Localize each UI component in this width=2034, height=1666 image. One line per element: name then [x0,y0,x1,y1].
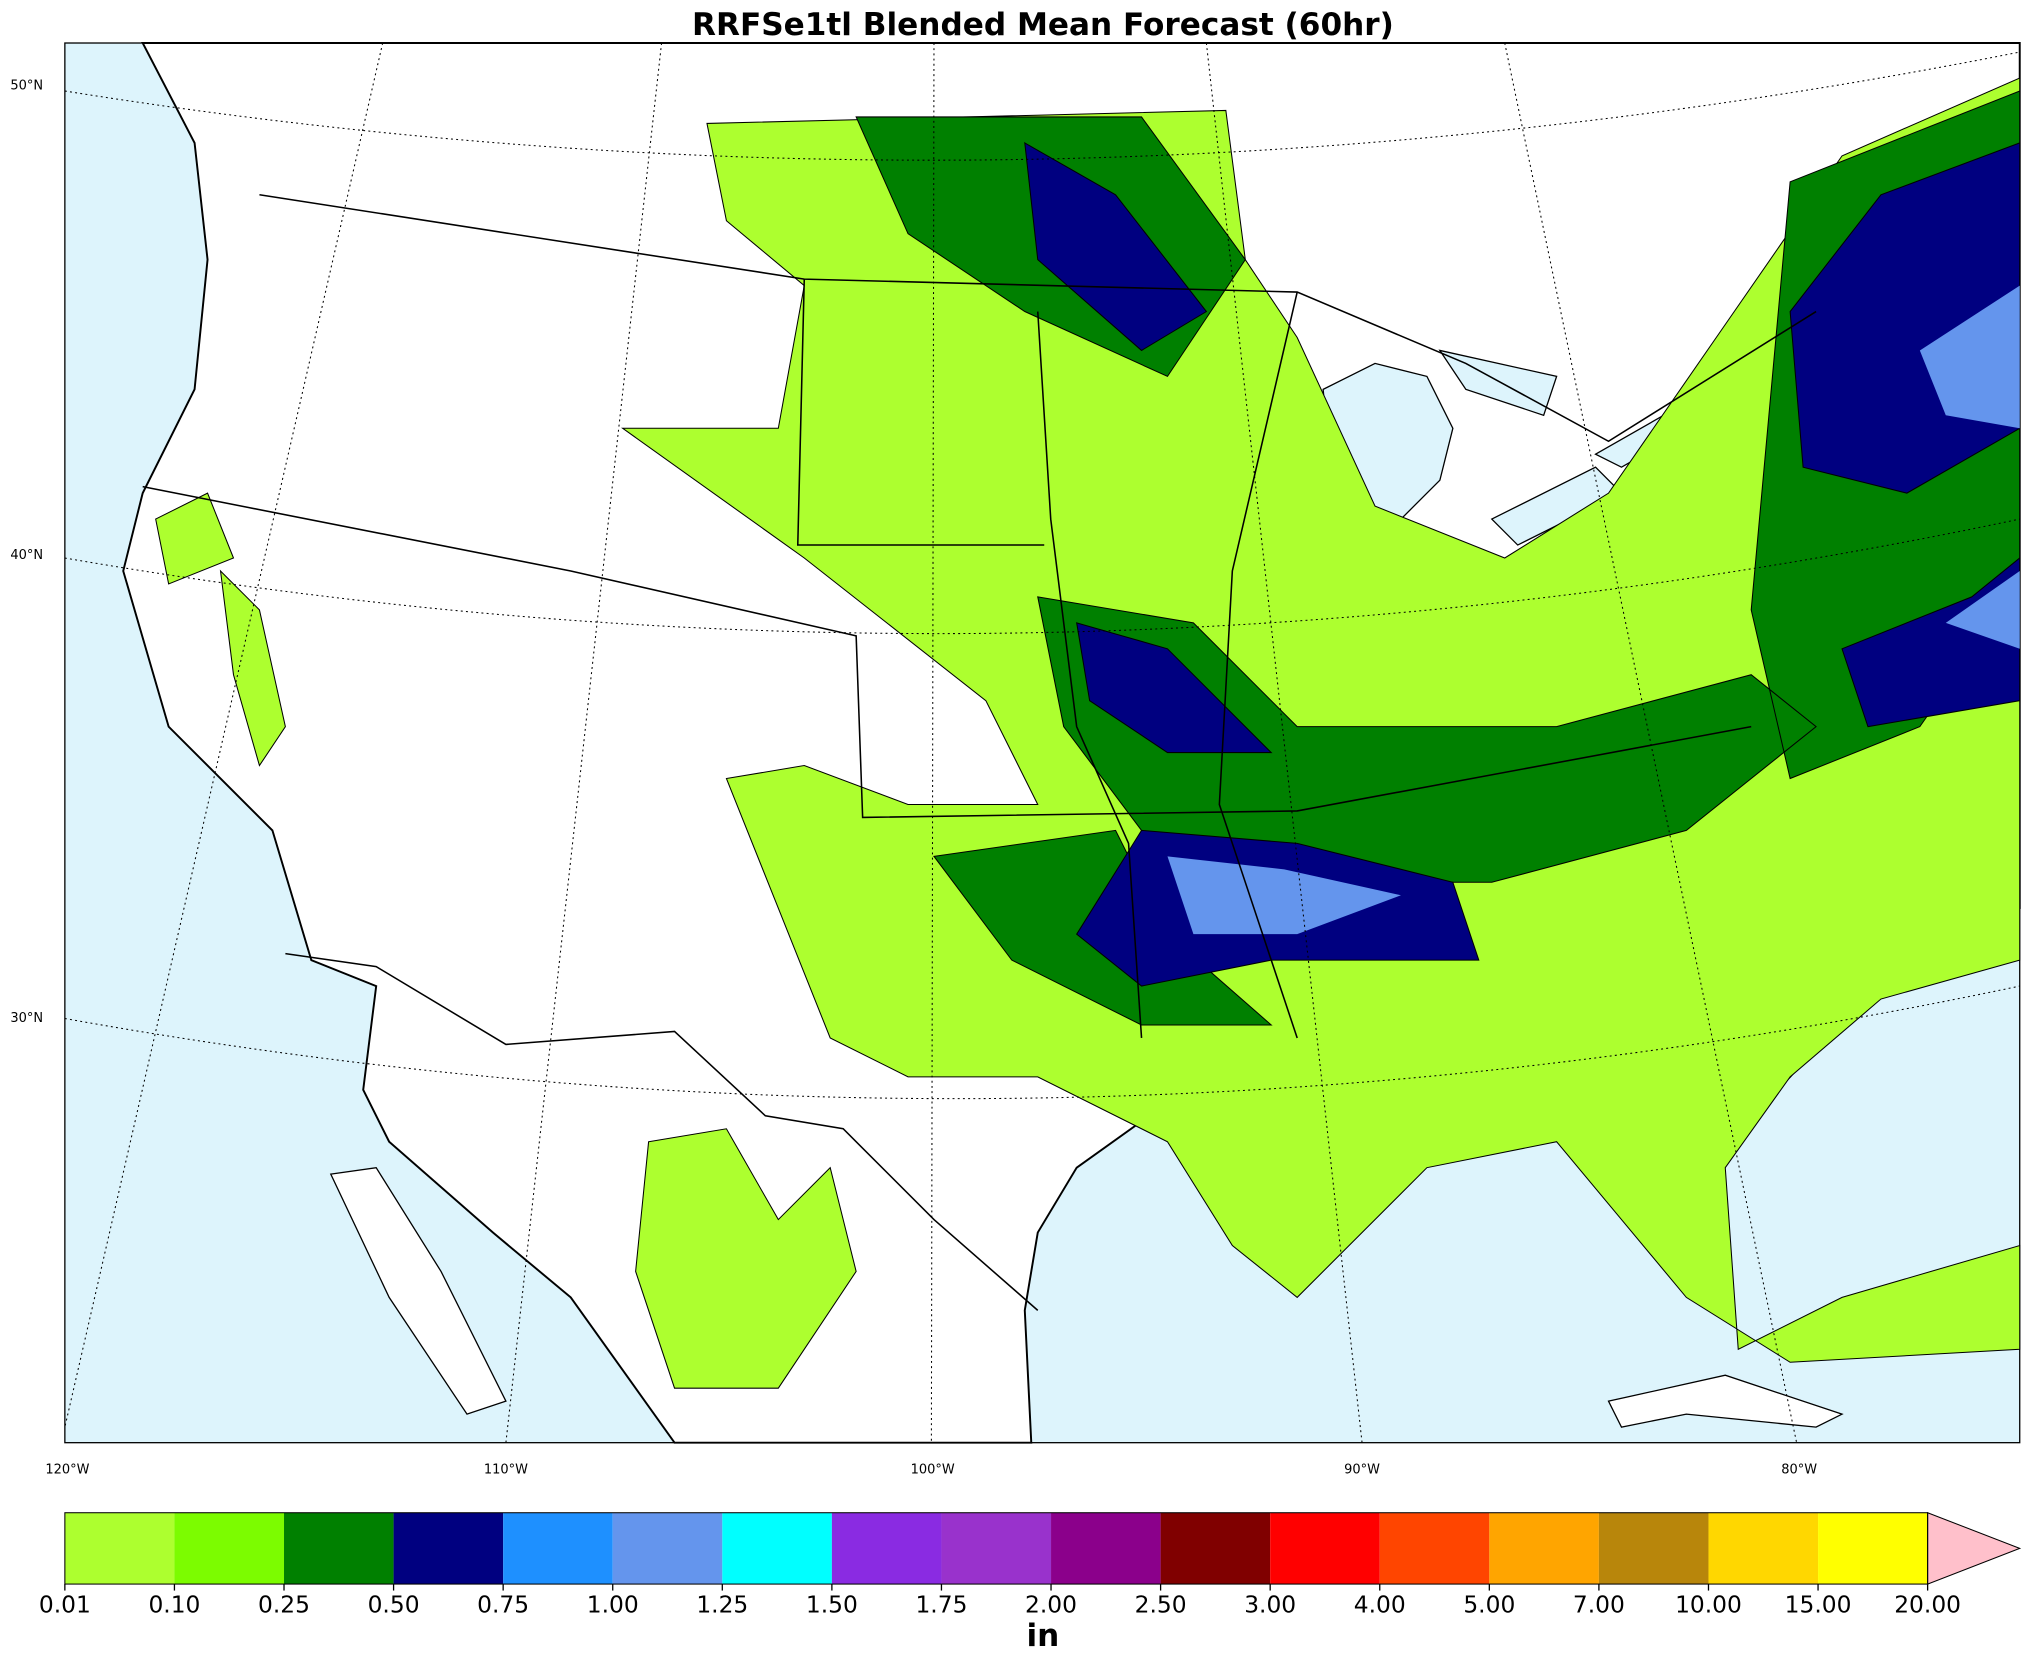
precip-very-heavy [1167,285,2020,935]
colorbar-tick-label: 5.00 [1463,1591,1515,1619]
colorbar-unit: in [1027,1618,1060,1654]
cuba [1607,1374,1844,1428]
colorbar-segment [393,1512,504,1585]
colorbar-tick-label: 4.00 [1354,1591,1406,1619]
colorbar-segment [722,1512,832,1585]
colorbar-tick-label: 0.01 [39,1591,91,1619]
map [64,42,2021,1444]
colorbar-segment [174,1512,285,1585]
latitude-label: 40°N [10,548,43,563]
colorbar-tick-label: 1.50 [806,1591,858,1619]
colorbar-tick-label: 2.50 [1135,1591,1187,1619]
colorbar-segment [1489,1512,1599,1585]
colorbar-tick-label: 3.00 [1244,1591,1296,1619]
colorbar-segment [1270,1512,1380,1585]
colorbar-segment [831,1512,942,1585]
colorbar-frame [64,1512,1929,1585]
colorbar-segment [1818,1512,1928,1585]
colorbar-segment [1379,1512,1490,1585]
longitude-label: 100°W [911,1462,955,1477]
map-title: RRFSe1tl Blended Mean Forecast (60hr) [692,7,1394,43]
longitude-label: 110°W [484,1462,528,1477]
longitude-label: 90°W [1344,1462,1380,1477]
colorbar-tick-label: 0.75 [477,1591,529,1619]
colorbar-tick-label: 0.25 [258,1591,310,1619]
colorbar-tick-label: 0.50 [368,1591,420,1619]
colorbar-segment [612,1512,723,1585]
colorbar-tick-label: 7.00 [1573,1591,1625,1619]
colorbar-tick-label: 1.75 [915,1591,967,1619]
colorbar-tick-label: 1.25 [696,1591,748,1619]
colorbar-tick-label: 10.00 [1675,1591,1742,1619]
graticule [64,42,2020,1443]
axis-labels: 50°N 40°N 30°N 120°W 110°W 100°W 90°W 80°W [10,78,1817,1477]
colorbar-tick-label: 15.00 [1785,1591,1852,1619]
colorbar-extension [1927,1511,2022,1585]
longitude-label: 120°W [45,1462,89,1477]
colorbar-segment [1598,1512,1709,1585]
colorbar-tick-label: 20.00 [1894,1591,1961,1619]
colorbar: 0.01 0.10 0.25 0.50 0.75 1.00 1.25 1.50 1.75 2.00… [39,1511,2022,1619]
colorbar-tick-label: 2.00 [1025,1591,1077,1619]
colorbar-segment [503,1512,613,1585]
borders [142,194,1817,1311]
colorbar-segment [284,1512,394,1585]
colorbar-tick-label: 0.10 [148,1591,200,1619]
colorbar-segment [64,1512,175,1585]
colorbar-segment [1160,1512,1271,1585]
colorbar-segment [941,1512,1052,1585]
latitude-label: 50°N [10,78,43,93]
latitude-label: 30°N [10,1011,43,1026]
precip-light [155,492,857,1389]
colorbar-tick-label: 1.00 [587,1591,639,1619]
colorbar-segment [1708,1512,1819,1585]
baja [329,1166,507,1415]
precip-heavy [1024,141,2021,987]
colorbar-segment [1051,1512,1161,1585]
precip-light [621,77,2021,1363]
longitude-label: 80°W [1781,1462,1817,1477]
